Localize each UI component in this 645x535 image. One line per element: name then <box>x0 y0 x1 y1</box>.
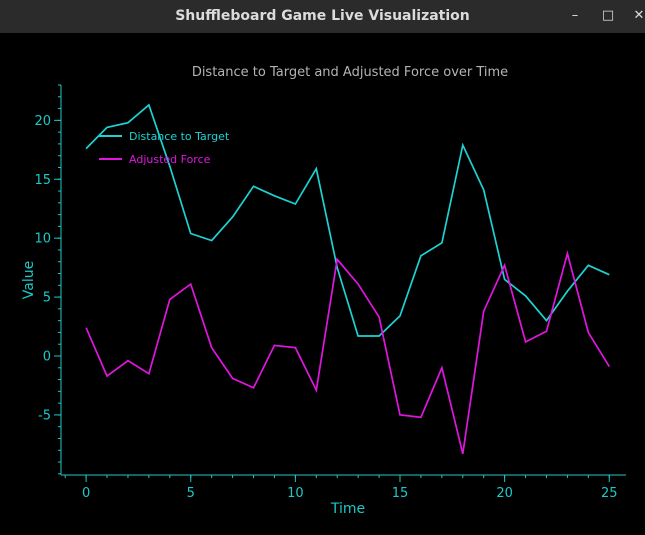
y-tick-label: 15 <box>34 173 51 188</box>
y-tick-label: 0 <box>43 349 51 364</box>
line-chart: Distance to Target and Adjusted Force ov… <box>21 65 626 517</box>
maximize-icon[interactable]: □ <box>601 8 615 23</box>
minimize-icon[interactable]: – <box>571 8 579 23</box>
series-lines <box>85 103 611 455</box>
series-line <box>85 103 610 337</box>
window-title: Shuffleboard Game Live Visualization <box>175 8 470 24</box>
chart-title: Distance to Target and Adjusted Force ov… <box>192 65 508 80</box>
legend: Distance to Target Adjusted Force <box>99 130 230 166</box>
window-titlebar: Shuffleboard Game Live Visualization – □… <box>0 0 645 33</box>
legend-label: Adjusted Force <box>129 153 211 166</box>
y-tick-label: 20 <box>34 114 51 129</box>
y-tick-label: 10 <box>34 232 51 247</box>
x-tick-label: 0 <box>82 486 90 501</box>
y-tick-label: 5 <box>43 291 51 306</box>
axes: 0 5 10 15 20 25 -5 0 5 10 15 20 <box>34 84 626 501</box>
x-tick-label: 20 <box>496 486 513 501</box>
y-axis-label: Value <box>21 261 37 299</box>
series-line <box>85 250 611 455</box>
x-tick-label: 15 <box>392 486 409 501</box>
x-tick-label: 10 <box>287 486 304 501</box>
x-tick-label: 25 <box>601 486 618 501</box>
close-icon[interactable]: ✕ <box>633 8 645 23</box>
plot-area: Distance to Target and Adjusted Force ov… <box>0 33 645 531</box>
x-axis-label: Time <box>330 501 365 517</box>
y-tick-label: -5 <box>38 408 51 423</box>
x-tick-label: 5 <box>187 486 195 501</box>
legend-label: Distance to Target <box>129 130 230 143</box>
